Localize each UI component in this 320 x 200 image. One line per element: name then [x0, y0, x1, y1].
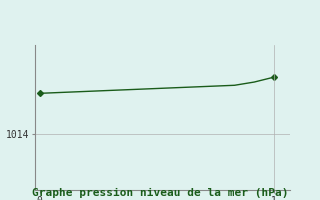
Text: Graphe pression niveau de la mer (hPa): Graphe pression niveau de la mer (hPa) — [32, 188, 288, 198]
